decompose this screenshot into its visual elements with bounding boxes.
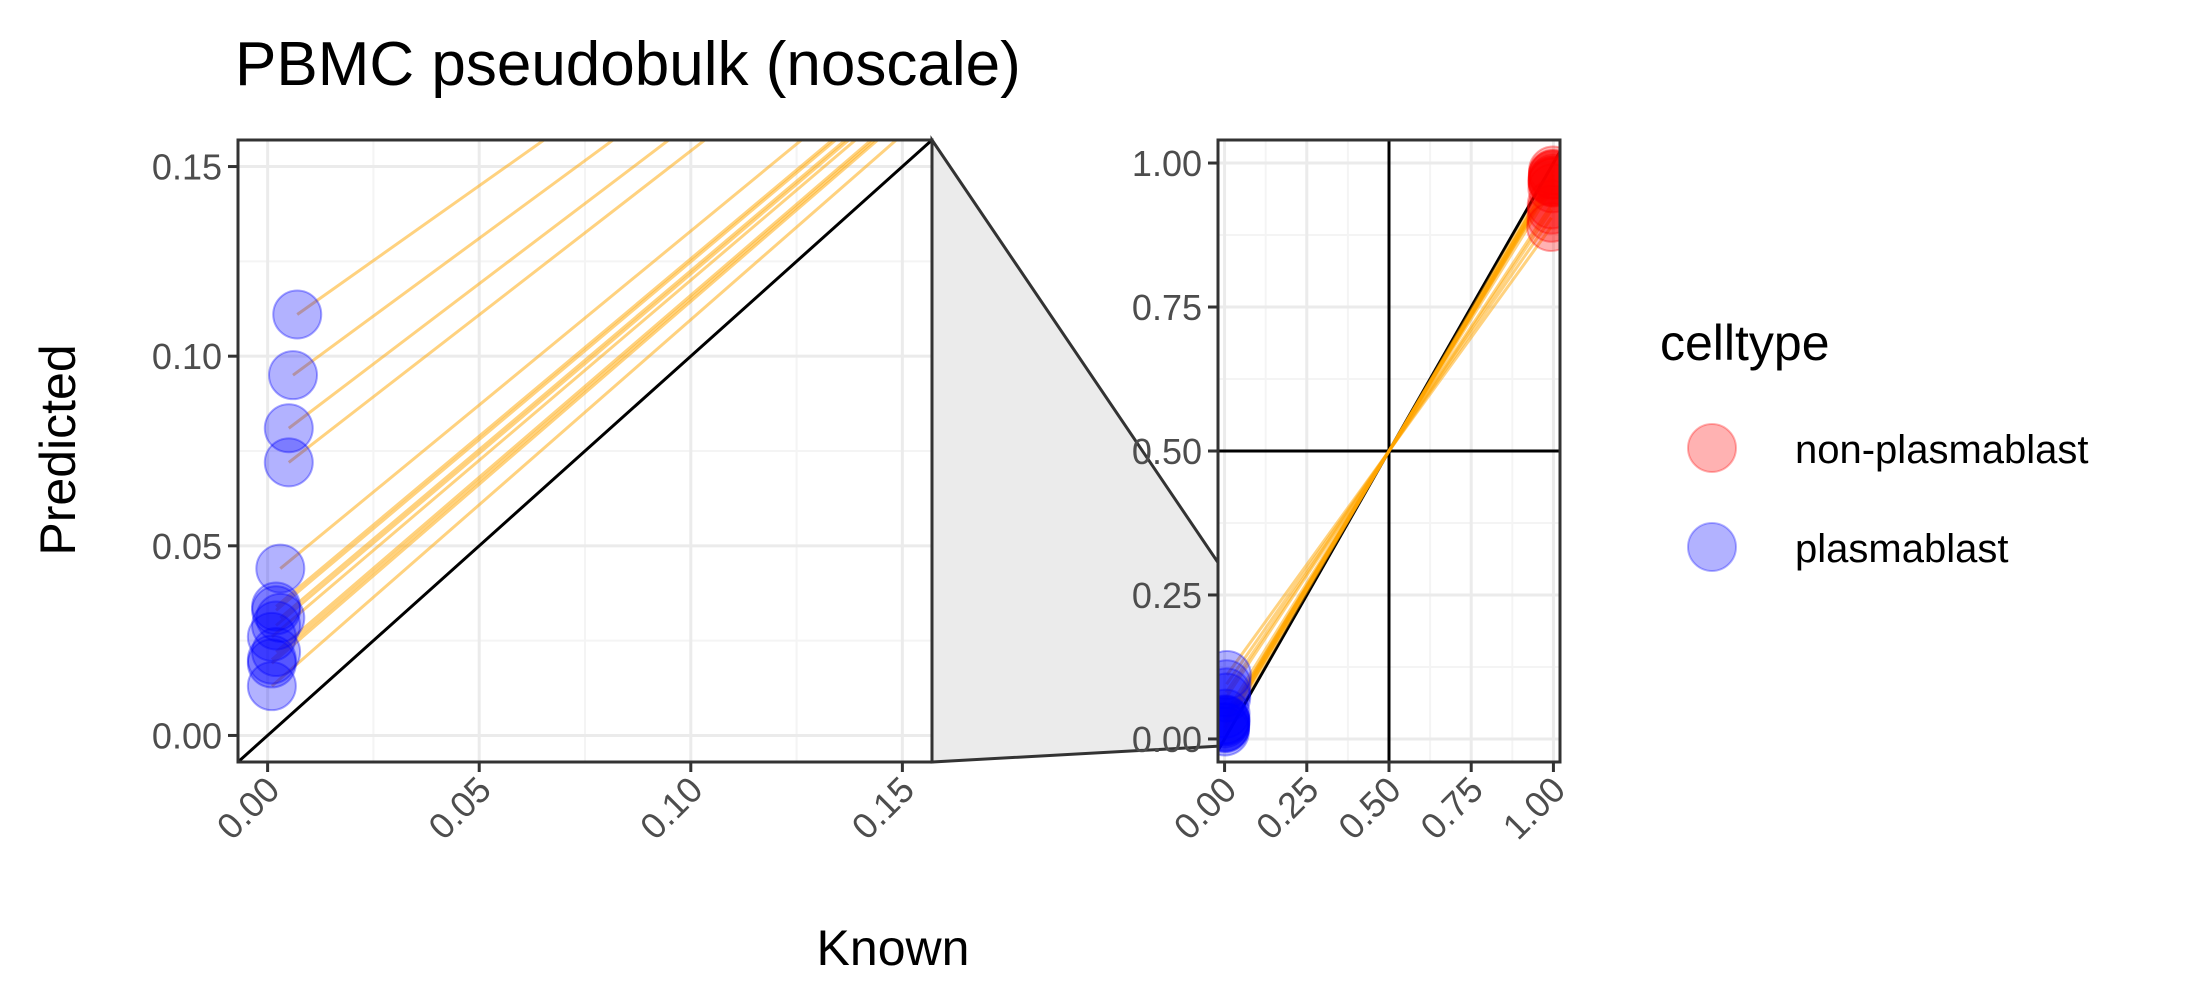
point-plasmablast	[1218, 702, 1250, 753]
y-tick-label: 1.00	[1132, 143, 1202, 184]
point-plasmablast	[1218, 672, 1252, 723]
x-tick-label: 0.50	[1330, 769, 1409, 848]
legend-key-non-plasmablast	[1687, 423, 1737, 473]
y-tick-label: 0.00	[1132, 719, 1202, 760]
point-plasmablast	[1218, 694, 1251, 745]
x-axis-title: Known	[817, 920, 970, 976]
point-plasmablast	[251, 600, 302, 651]
point-plasmablast	[246, 661, 297, 712]
x-tick-label: 0.15	[843, 769, 922, 848]
pair-line	[1223, 169, 1555, 733]
point-plasmablast	[255, 543, 306, 594]
point-non-plasmablast	[1526, 192, 1560, 243]
x-tick-label: 0.25	[1248, 769, 1327, 848]
full-panel-plot	[1218, 140, 1560, 762]
x-tick-label: 1.00	[1495, 769, 1574, 848]
point-plasmablast	[246, 611, 297, 662]
point-non-plasmablast	[1527, 150, 1560, 201]
x-tick-label: 0.75	[1412, 769, 1491, 848]
legend-label-plasmablast: plasmablast	[1795, 527, 2008, 571]
point-non-plasmablast	[1527, 154, 1560, 205]
point-plasmablast	[1218, 697, 1251, 748]
chart-title: PBMC pseudobulk (noscale)	[235, 30, 1021, 99]
point-plasmablast	[263, 437, 314, 488]
point-non-plasmablast	[1526, 179, 1560, 230]
point-plasmablast	[1218, 703, 1250, 754]
panel-border	[236, 138, 934, 764]
point-non-plasmablast	[1527, 157, 1560, 208]
point-non-plasmablast	[1526, 184, 1560, 235]
point-plasmablast	[263, 403, 314, 454]
legend-label-non-plasmablast: non-plasmablast	[1795, 428, 2089, 472]
point-plasmablast	[1218, 706, 1250, 757]
legend-key-plasmablast	[1687, 522, 1737, 572]
identity-line	[238, 140, 932, 762]
point-non-plasmablast	[1528, 153, 1560, 204]
point-plasmablast	[268, 350, 319, 401]
point-non-plasmablast	[1528, 148, 1560, 199]
point-plasmablast	[1218, 688, 1251, 739]
point-non-plasmablast	[1528, 149, 1560, 200]
y-axis-title: Predicted	[30, 344, 86, 555]
point-plasmablast	[251, 581, 302, 632]
point-plasmablast	[246, 634, 297, 685]
zoom-panel-plot	[238, 140, 932, 762]
legend: celltype non-plasmablast plasmablast	[1660, 315, 2089, 572]
point-plasmablast	[1218, 650, 1252, 701]
point-plasmablast	[251, 585, 302, 636]
x-tick-label: 0.05	[420, 769, 499, 848]
point-plasmablast	[1218, 696, 1251, 747]
point-plasmablast	[1218, 698, 1250, 749]
y-tick-label: 0.25	[1132, 575, 1202, 616]
point-non-plasmablast	[1526, 201, 1560, 252]
x-tick-label: 0.10	[632, 769, 711, 848]
point-non-plasmablast	[1528, 145, 1560, 196]
point-plasmablast	[272, 289, 323, 340]
y-tick-label: 0.15	[152, 147, 222, 188]
point-non-plasmablast	[1527, 155, 1560, 206]
point-plasmablast	[1218, 701, 1251, 752]
y-tick-label: 0.10	[152, 336, 222, 377]
zoom-panel-frame	[236, 138, 934, 764]
legend-title: celltype	[1660, 315, 1830, 371]
point-plasmablast	[251, 627, 302, 678]
point-non-plasmablast	[1527, 157, 1560, 208]
point-plasmablast	[1218, 694, 1251, 745]
y-tick-label: 0.05	[152, 526, 222, 567]
x-tick-label: 0.00	[1166, 769, 1245, 848]
point-plasmablast	[246, 638, 297, 689]
x-tick-label: 0.00	[209, 769, 288, 848]
point-plasmablast	[1218, 667, 1252, 718]
y-tick-label: 0.00	[152, 715, 222, 756]
point-plasmablast	[1218, 659, 1252, 710]
point-non-plasmablast	[1527, 163, 1560, 214]
y-tick-label: 0.50	[1132, 431, 1202, 472]
y-tick-label: 0.75	[1132, 287, 1202, 328]
point-plasmablast	[255, 592, 306, 643]
